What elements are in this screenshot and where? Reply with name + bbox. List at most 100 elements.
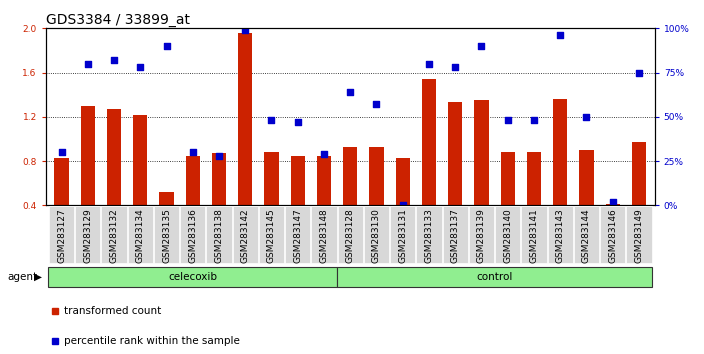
Text: transformed count: transformed count bbox=[64, 306, 161, 316]
Bar bbox=[264, 152, 279, 205]
Bar bbox=[600, 206, 625, 263]
Bar bbox=[133, 115, 147, 205]
Text: GSM283131: GSM283131 bbox=[398, 208, 407, 263]
Bar bbox=[159, 192, 174, 205]
Bar bbox=[522, 206, 546, 263]
Text: GSM283132: GSM283132 bbox=[110, 208, 118, 263]
Text: GSM283143: GSM283143 bbox=[555, 208, 565, 263]
Bar bbox=[422, 79, 436, 205]
Point bbox=[134, 64, 146, 70]
Point bbox=[502, 118, 513, 123]
Text: GSM283139: GSM283139 bbox=[477, 208, 486, 263]
Bar bbox=[101, 206, 127, 263]
Bar bbox=[80, 106, 95, 205]
Text: percentile rank within the sample: percentile rank within the sample bbox=[64, 336, 240, 346]
Bar bbox=[338, 206, 363, 263]
Text: GSM283134: GSM283134 bbox=[136, 208, 145, 263]
Bar bbox=[631, 142, 646, 205]
Point bbox=[239, 27, 251, 33]
Text: GSM283149: GSM283149 bbox=[634, 208, 643, 263]
Point bbox=[555, 33, 566, 38]
Bar bbox=[54, 158, 69, 205]
Text: GSM283127: GSM283127 bbox=[57, 208, 66, 263]
Point bbox=[344, 89, 356, 95]
Bar bbox=[416, 206, 441, 263]
Point bbox=[266, 118, 277, 123]
Bar bbox=[579, 150, 593, 205]
Bar bbox=[212, 153, 226, 205]
Point bbox=[318, 151, 329, 157]
Point bbox=[581, 114, 592, 120]
Text: GSM283130: GSM283130 bbox=[372, 208, 381, 263]
Point bbox=[108, 57, 120, 63]
Text: ▶: ▶ bbox=[34, 272, 42, 282]
Bar bbox=[238, 33, 253, 205]
Bar bbox=[474, 100, 489, 205]
Bar bbox=[206, 206, 232, 263]
Point bbox=[634, 70, 645, 75]
Bar bbox=[259, 206, 284, 263]
Text: GSM283140: GSM283140 bbox=[503, 208, 513, 263]
Text: GSM283142: GSM283142 bbox=[241, 208, 250, 263]
Bar bbox=[127, 206, 153, 263]
Bar bbox=[291, 155, 305, 205]
Point bbox=[161, 43, 172, 49]
Text: agent: agent bbox=[7, 272, 37, 282]
Bar bbox=[605, 204, 620, 205]
Bar bbox=[343, 147, 358, 205]
Point bbox=[371, 102, 382, 107]
Bar bbox=[311, 206, 337, 263]
Text: GSM283141: GSM283141 bbox=[529, 208, 539, 263]
Bar bbox=[527, 152, 541, 205]
Text: celecoxib: celecoxib bbox=[168, 272, 218, 282]
Bar bbox=[49, 267, 337, 287]
Point bbox=[607, 199, 618, 205]
Point bbox=[476, 43, 487, 49]
Bar bbox=[186, 155, 200, 205]
Text: GSM283136: GSM283136 bbox=[188, 208, 197, 263]
Text: GSM283137: GSM283137 bbox=[451, 208, 460, 263]
Bar bbox=[364, 206, 389, 263]
Point bbox=[450, 64, 461, 70]
Bar bbox=[232, 206, 258, 263]
Text: GSM283148: GSM283148 bbox=[320, 208, 329, 263]
Text: GSM283147: GSM283147 bbox=[294, 208, 302, 263]
Bar bbox=[448, 102, 463, 205]
Bar bbox=[390, 206, 415, 263]
Point bbox=[213, 153, 225, 159]
Bar bbox=[627, 206, 652, 263]
Text: GSM283138: GSM283138 bbox=[215, 208, 223, 263]
Bar bbox=[443, 206, 468, 263]
Bar bbox=[574, 206, 599, 263]
Bar bbox=[107, 109, 121, 205]
Text: GDS3384 / 33899_at: GDS3384 / 33899_at bbox=[46, 13, 190, 27]
Point bbox=[56, 149, 67, 155]
Bar bbox=[501, 152, 515, 205]
Bar bbox=[75, 206, 101, 263]
Bar bbox=[337, 267, 652, 287]
Text: GSM283146: GSM283146 bbox=[608, 208, 617, 263]
Bar bbox=[154, 206, 179, 263]
Text: GSM283144: GSM283144 bbox=[582, 208, 591, 263]
Bar bbox=[553, 99, 567, 205]
Bar bbox=[49, 206, 74, 263]
Bar bbox=[548, 206, 573, 263]
Point bbox=[292, 119, 303, 125]
Text: GSM283145: GSM283145 bbox=[267, 208, 276, 263]
Bar bbox=[469, 206, 494, 263]
Point bbox=[187, 149, 199, 155]
Text: GSM283129: GSM283129 bbox=[83, 208, 92, 263]
Text: control: control bbox=[477, 272, 513, 282]
Point bbox=[82, 61, 94, 67]
Bar bbox=[285, 206, 310, 263]
Point bbox=[397, 202, 408, 208]
Bar bbox=[180, 206, 206, 263]
Point bbox=[423, 61, 434, 67]
Bar bbox=[370, 147, 384, 205]
Text: GSM283128: GSM283128 bbox=[346, 208, 355, 263]
Bar bbox=[317, 155, 331, 205]
Bar bbox=[396, 158, 410, 205]
Text: GSM283135: GSM283135 bbox=[162, 208, 171, 263]
Point bbox=[528, 118, 539, 123]
Text: GSM283133: GSM283133 bbox=[425, 208, 434, 263]
